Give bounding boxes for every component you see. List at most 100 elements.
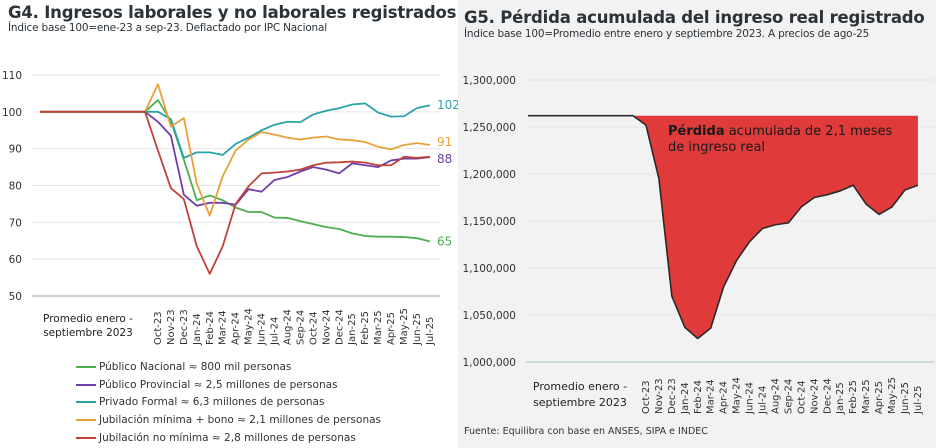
end-label-privado_formal: 102 (437, 98, 458, 112)
x-tick-label: Nov-23 (166, 309, 177, 345)
x-tick-label: Jan-24 (680, 382, 691, 415)
x-tick-label: May-25 (399, 308, 410, 345)
legend-item: Jubilación no mínima ≈ 2,8 millones de p… (76, 429, 381, 447)
x-tick-label: Jul-25 (913, 386, 924, 415)
x-tick-label: Oct-24 (796, 380, 807, 414)
legend-swatch (76, 401, 96, 404)
legend-item: Público Nacional ≈ 800 mil personas (76, 358, 381, 376)
x-tick-label: Apr-24 (231, 312, 242, 345)
x-tick-label: Jul-24 (270, 317, 281, 346)
chart-g4-legend: Público Nacional ≈ 800 mil personas Públi… (76, 358, 381, 447)
loss-annotation-bold: Pérdida (668, 124, 725, 139)
legend-swatch (76, 383, 96, 386)
baseline-label: Promedio enero - (533, 380, 627, 393)
x-tick-label: Mar-25 (373, 310, 384, 345)
legend-label: Privado Formal ≈ 6,3 millones de persona… (99, 396, 325, 409)
end-label-jubilacion_minima_bono: 91 (437, 135, 452, 149)
x-tick-label: Jun-24 (257, 313, 268, 346)
x-tick-label: Mar-24 (706, 379, 717, 414)
x-tick-label: Nov-24 (809, 378, 820, 414)
series-line-publico_nacional (40, 99, 431, 243)
legend-label: Jubilación mínima + bono ≈ 2,1 millones … (99, 414, 382, 427)
legend-item: Jubilación mínima + bono ≈ 2,1 millones … (76, 411, 381, 429)
y-tick-label: 100 (2, 107, 22, 119)
y-tick-label: 1,100,000 (463, 263, 516, 275)
x-tick-label: Sep-24 (295, 310, 306, 345)
series-line-publico_provincial (40, 110, 431, 207)
x-tick-label: Dec-23 (179, 309, 190, 345)
legend-swatch (76, 437, 96, 440)
x-tick-label: Nov-24 (321, 309, 332, 345)
chart-g4-subtitle: Índice base 100=ene-23 a sep-23. Deflact… (8, 22, 327, 34)
chart-g4-plot: 50 60 70 80 90 100 110 Oct-23 Nov-23 Dec-23 Jan-24… (2, 70, 458, 346)
x-tick-label: Jun-25 (412, 313, 423, 346)
x-tick-label: May-25 (887, 377, 898, 414)
series-line-privado_formal (40, 102, 431, 159)
legend-item: Privado Formal ≈ 6,3 millones de persona… (76, 394, 381, 412)
y-tick-label: 80 (9, 181, 22, 193)
y-tick-label: 60 (9, 254, 22, 266)
legend-item: Público Provincial ≈ 2,5 millones de per… (76, 376, 381, 394)
x-tick-label: Mar-24 (218, 310, 229, 345)
y-tick-label: 110 (2, 70, 22, 82)
y-tick-label: 1,050,000 (463, 310, 516, 322)
loss-annotation: Pérdida acumulada de 2,1 meses de ingres… (668, 124, 908, 156)
x-tick-label: Oct-23 (153, 311, 164, 345)
x-tick-label: Dec-23 (667, 378, 678, 414)
x-tick-label: Apr-25 (386, 312, 397, 345)
y-tick-label: 1,000,000 (463, 357, 516, 369)
x-tick-label: May-24 (732, 377, 743, 414)
chart-g5-subtitle: Índice base 100=Promedio entre enero y s… (464, 28, 870, 40)
loss-annotation-text: acumulada de 2,1 meses de ingreso real (668, 124, 893, 155)
chart-g5-panel: G5. Pérdida acumulada del ingreso real r… (458, 0, 936, 448)
x-tick-label: Sep-24 (783, 379, 794, 414)
baseline-label: Promedio enero - (43, 313, 133, 325)
y-tick-label: 70 (9, 217, 22, 229)
x-tick-label: May-24 (244, 308, 255, 345)
x-tick-label: Aug-24 (770, 378, 781, 414)
y-tick-label: 1,250,000 (463, 122, 516, 134)
end-label-publico_nacional: 65 (437, 234, 452, 248)
x-tick-label: Oct-24 (308, 311, 319, 345)
x-tick-label: Jan-25 (835, 382, 846, 415)
baseline-label: septiembre 2023 (43, 327, 133, 339)
x-tick-label: Mar-25 (861, 379, 872, 414)
y-tick-label: 1,150,000 (463, 216, 516, 228)
chart-g5-plot: 1,000,000 1,050,000 1,100,000 1,150,000 1,20… (463, 75, 934, 415)
legend-label: Público Nacional ≈ 800 mil personas (99, 360, 292, 373)
x-tick-label: Dec-24 (334, 309, 345, 345)
y-tick-label: 1,300,000 (463, 75, 516, 87)
x-tick-label: Feb-25 (848, 380, 859, 414)
x-tick-label: Jul-25 (425, 317, 436, 346)
x-tick-label: Oct-23 (641, 380, 652, 414)
x-tick-label: Aug-24 (282, 309, 293, 345)
y-tick-label: 90 (9, 144, 22, 156)
x-tick-label: Jun-24 (745, 382, 756, 415)
series-line-jubilacion_minima_bono (40, 83, 431, 217)
x-tick-label: Feb-24 (693, 380, 704, 414)
legend-label: Jubilación no mínima ≈ 2,8 millones de p… (99, 432, 356, 445)
x-tick-label: Jan-25 (347, 313, 358, 346)
chart-g4-panel: G4. Ingresos laborales y no laborales re… (0, 0, 458, 448)
legend-label: Público Provincial ≈ 2,5 millones de per… (99, 378, 338, 391)
x-tick-label: Apr-25 (874, 381, 885, 414)
source-note: Fuente: Equilibra con base en ANSES, SIP… (464, 426, 708, 437)
x-tick-label: Jul-24 (758, 386, 769, 415)
x-tick-label: Feb-24 (205, 311, 216, 345)
y-tick-label: 50 (9, 291, 22, 303)
legend-swatch (76, 365, 96, 368)
loss-area (633, 115, 918, 339)
income-line (528, 114, 919, 340)
chart-g5-title: G5. Pérdida acumulada del ingreso real r… (464, 8, 925, 27)
chart-g4-title: G4. Ingresos laborales y no laborales re… (8, 3, 457, 22)
x-tick-label: Feb-25 (360, 311, 371, 345)
x-tick-label: Jun-25 (900, 382, 911, 415)
legend-swatch (76, 419, 96, 422)
x-tick-label: Jan-24 (192, 313, 203, 346)
x-tick-label: Dec-24 (822, 378, 833, 414)
series-line-jubilacion_no_minima (40, 110, 430, 275)
x-tick-label: Apr-24 (719, 381, 730, 414)
y-tick-label: 1,200,000 (463, 169, 516, 181)
x-tick-label: Nov-23 (654, 378, 665, 414)
end-label-publico_provincial: 88 (437, 152, 452, 166)
